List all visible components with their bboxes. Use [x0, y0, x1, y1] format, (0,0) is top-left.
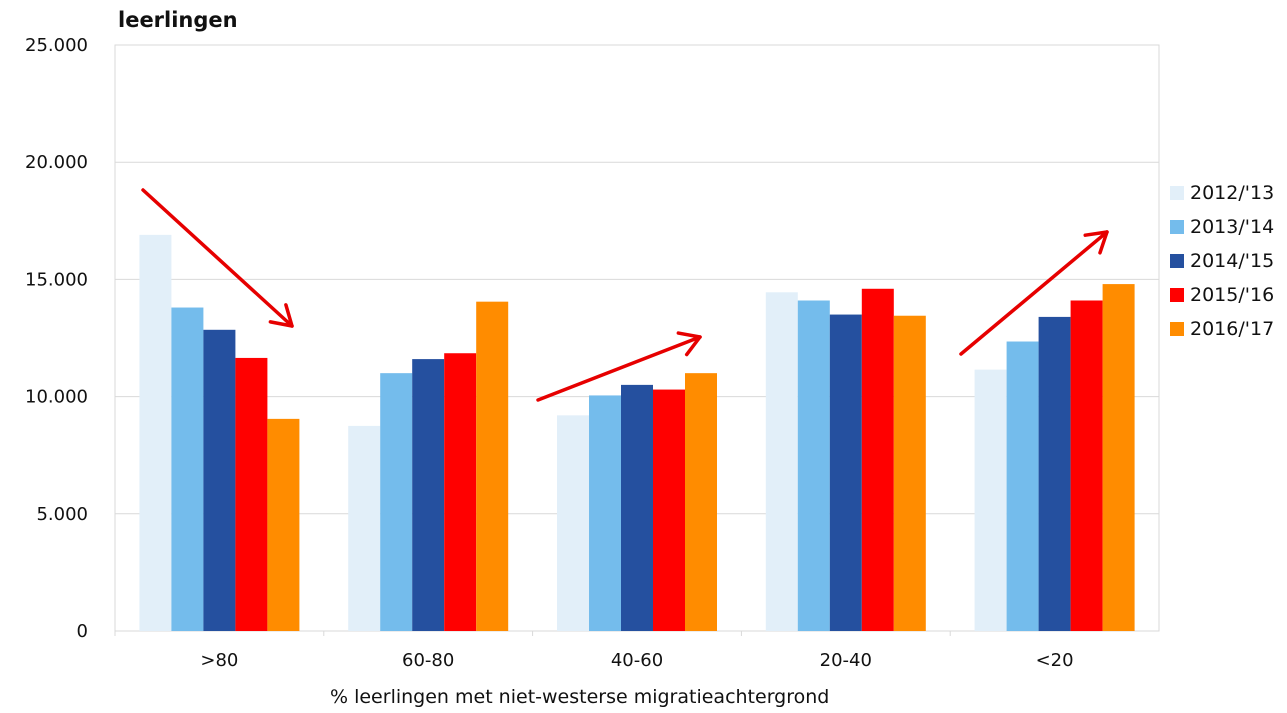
bar: [267, 418, 300, 631]
bar: [171, 307, 204, 631]
x-tick-label: 40-60: [611, 650, 663, 671]
y-tick-label: 15.000: [25, 269, 88, 290]
bar: [589, 395, 621, 631]
legend-item: 2016/'17: [1170, 312, 1274, 346]
legend-swatch: [1170, 288, 1184, 302]
x-tick-labels: >80 60-80 40-60 20-40 <20: [200, 650, 1073, 671]
bar: [444, 353, 477, 631]
legend-label: 2014/'15: [1190, 250, 1275, 272]
bar: [235, 357, 268, 631]
bar: [1070, 300, 1103, 631]
bar: [139, 234, 172, 631]
trend-arrow: [536, 331, 702, 402]
bar: [1102, 284, 1135, 631]
x-tick-label: 60-80: [402, 650, 454, 671]
y-axis-title: leerlingen: [118, 8, 238, 32]
bar: [653, 389, 685, 631]
bar: [797, 300, 830, 631]
legend-swatch: [1170, 220, 1184, 234]
y-tick-label: 25.000: [25, 35, 88, 56]
y-tick-label: 20.000: [25, 152, 88, 173]
bar: [203, 329, 236, 631]
x-tick-label: >80: [200, 650, 238, 671]
bar: [893, 315, 926, 631]
bar: [974, 369, 1007, 631]
legend-label: 2016/'17: [1190, 318, 1275, 340]
legend-item: 2015/'16: [1170, 278, 1274, 312]
trend-arrow: [141, 188, 294, 328]
bar: [1038, 316, 1071, 631]
legend-swatch: [1170, 322, 1184, 336]
bars: [139, 234, 1135, 631]
legend-label: 2013/'14: [1190, 216, 1275, 238]
bar: [348, 425, 381, 631]
y-tick-label: 5.000: [36, 504, 88, 525]
bar: [861, 288, 894, 631]
legend-label: 2012/'13: [1190, 182, 1275, 204]
bar: [476, 301, 509, 631]
legend-item: 2012/'13: [1170, 176, 1274, 210]
bar: [685, 373, 717, 631]
legend-item: 2013/'14: [1170, 210, 1274, 244]
legend-swatch: [1170, 186, 1184, 200]
y-tick-label: 10.000: [25, 387, 88, 408]
y-tick-labels: 0 5.000 10.000 15.000 20.000 25.000: [25, 35, 88, 642]
legend-item: 2014/'15: [1170, 244, 1274, 278]
legend: 2012/'13 2013/'14 2014/'15 2015/'16 2016/'17: [1170, 176, 1274, 346]
bar: [380, 373, 413, 631]
trend-arrows: [141, 188, 1109, 402]
legend-label: 2015/'16: [1190, 284, 1275, 306]
bar: [1006, 341, 1039, 631]
legend-swatch: [1170, 254, 1184, 268]
x-axis-title: % leerlingen met niet-westerse migratiea…: [330, 686, 830, 708]
bar: [412, 359, 445, 631]
bar: [557, 415, 589, 631]
x-tick-label: <20: [1036, 650, 1074, 671]
trend-arrow: [959, 230, 1109, 356]
x-tick-label: 20-40: [820, 650, 872, 671]
y-tick-label: 0: [77, 621, 88, 642]
bar: [621, 384, 653, 631]
bar: [829, 314, 862, 631]
bar: [765, 292, 798, 631]
